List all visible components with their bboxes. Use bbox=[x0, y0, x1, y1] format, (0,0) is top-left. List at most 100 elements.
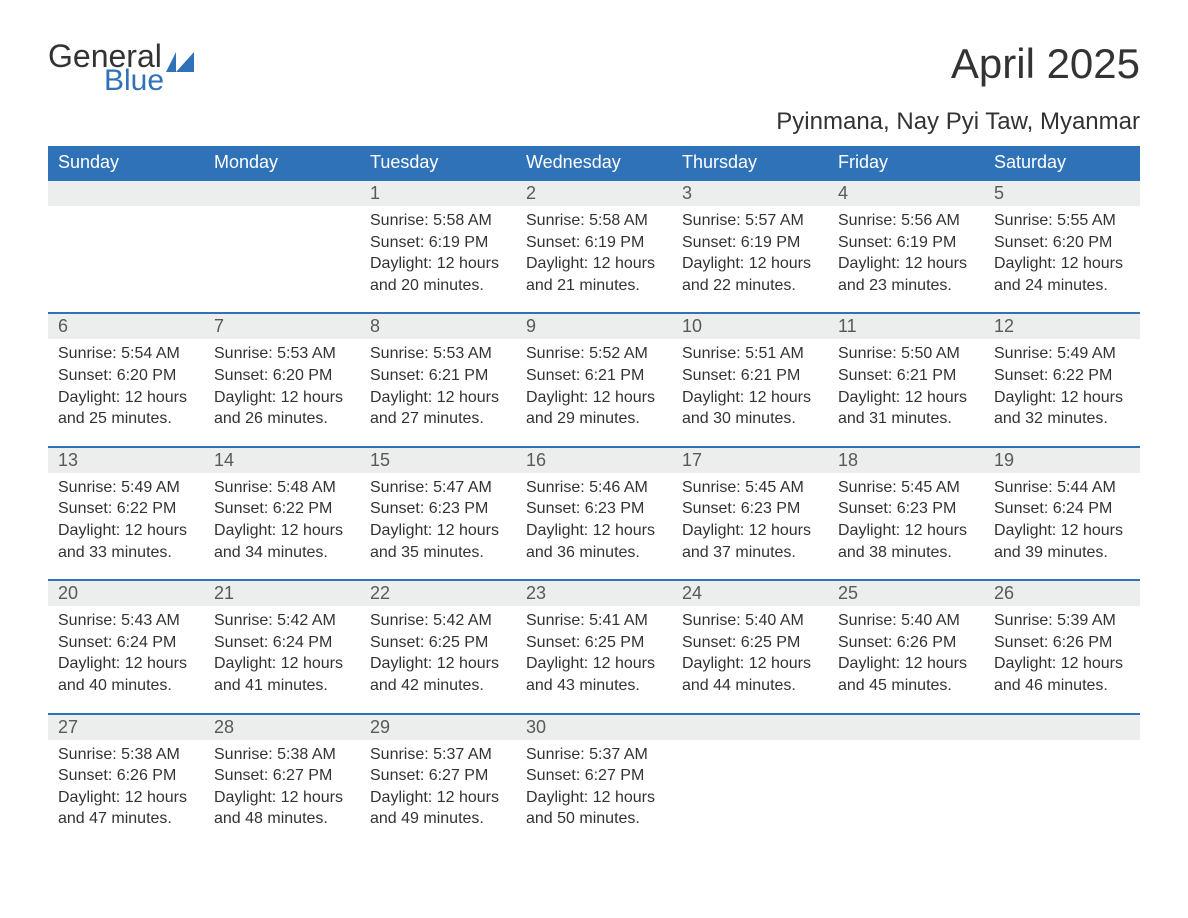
sunrise-text: Sunrise: 5:37 AM bbox=[526, 744, 662, 766]
day-body: Sunrise: 5:51 AMSunset: 6:21 PMDaylight:… bbox=[672, 339, 828, 429]
day-cell: 23Sunrise: 5:41 AMSunset: 6:25 PMDayligh… bbox=[516, 579, 672, 712]
calendar: SundayMondayTuesdayWednesdayThursdayFrid… bbox=[48, 146, 1140, 846]
day-body: Sunrise: 5:38 AMSunset: 6:26 PMDaylight:… bbox=[48, 740, 204, 830]
sunset-text: Sunset: 6:24 PM bbox=[994, 498, 1130, 520]
sunrise-text: Sunrise: 5:49 AM bbox=[994, 343, 1130, 365]
day-body: Sunrise: 5:45 AMSunset: 6:23 PMDaylight:… bbox=[672, 473, 828, 563]
sunset-text: Sunset: 6:21 PM bbox=[838, 365, 974, 387]
sunset-text: Sunset: 6:19 PM bbox=[682, 232, 818, 254]
day-cell bbox=[984, 713, 1140, 846]
daylight-line2: and 42 minutes. bbox=[370, 675, 506, 697]
sunset-text: Sunset: 6:23 PM bbox=[838, 498, 974, 520]
sunset-text: Sunset: 6:25 PM bbox=[370, 632, 506, 654]
daylight-line1: Daylight: 12 hours bbox=[526, 653, 662, 675]
weekday-header: Tuesday bbox=[360, 146, 516, 179]
daylight-line2: and 35 minutes. bbox=[370, 542, 506, 564]
day-number: 26 bbox=[984, 579, 1140, 606]
day-number: 4 bbox=[828, 179, 984, 206]
sunset-text: Sunset: 6:21 PM bbox=[370, 365, 506, 387]
daylight-line1: Daylight: 12 hours bbox=[370, 520, 506, 542]
day-body: Sunrise: 5:54 AMSunset: 6:20 PMDaylight:… bbox=[48, 339, 204, 429]
daylight-line1: Daylight: 12 hours bbox=[994, 253, 1130, 275]
logo-blue-text: Blue bbox=[104, 66, 194, 96]
sunrise-text: Sunrise: 5:50 AM bbox=[838, 343, 974, 365]
sunrise-text: Sunrise: 5:56 AM bbox=[838, 210, 974, 232]
sunrise-text: Sunrise: 5:49 AM bbox=[58, 477, 194, 499]
day-cell: 14Sunrise: 5:48 AMSunset: 6:22 PMDayligh… bbox=[204, 446, 360, 579]
day-body: Sunrise: 5:42 AMSunset: 6:24 PMDaylight:… bbox=[204, 606, 360, 696]
day-body: Sunrise: 5:50 AMSunset: 6:21 PMDaylight:… bbox=[828, 339, 984, 429]
daylight-line2: and 33 minutes. bbox=[58, 542, 194, 564]
sunset-text: Sunset: 6:26 PM bbox=[994, 632, 1130, 654]
sunrise-text: Sunrise: 5:53 AM bbox=[370, 343, 506, 365]
day-body: Sunrise: 5:56 AMSunset: 6:19 PMDaylight:… bbox=[828, 206, 984, 296]
page-title: April 2025 bbox=[951, 40, 1140, 88]
daylight-line1: Daylight: 12 hours bbox=[682, 387, 818, 409]
day-body: Sunrise: 5:39 AMSunset: 6:26 PMDaylight:… bbox=[984, 606, 1140, 696]
daylight-line1: Daylight: 12 hours bbox=[526, 387, 662, 409]
daylight-line2: and 46 minutes. bbox=[994, 675, 1130, 697]
daylight-line2: and 39 minutes. bbox=[994, 542, 1130, 564]
sunset-text: Sunset: 6:27 PM bbox=[370, 765, 506, 787]
sunrise-text: Sunrise: 5:48 AM bbox=[214, 477, 350, 499]
daylight-line2: and 29 minutes. bbox=[526, 408, 662, 430]
day-body: Sunrise: 5:44 AMSunset: 6:24 PMDaylight:… bbox=[984, 473, 1140, 563]
day-body: Sunrise: 5:37 AMSunset: 6:27 PMDaylight:… bbox=[516, 740, 672, 830]
daylight-line1: Daylight: 12 hours bbox=[214, 787, 350, 809]
weekday-header: Thursday bbox=[672, 146, 828, 179]
day-cell: 25Sunrise: 5:40 AMSunset: 6:26 PMDayligh… bbox=[828, 579, 984, 712]
day-cell bbox=[204, 179, 360, 312]
day-body: Sunrise: 5:41 AMSunset: 6:25 PMDaylight:… bbox=[516, 606, 672, 696]
day-cell: 1Sunrise: 5:58 AMSunset: 6:19 PMDaylight… bbox=[360, 179, 516, 312]
daylight-line2: and 20 minutes. bbox=[370, 275, 506, 297]
day-cell: 3Sunrise: 5:57 AMSunset: 6:19 PMDaylight… bbox=[672, 179, 828, 312]
day-cell: 20Sunrise: 5:43 AMSunset: 6:24 PMDayligh… bbox=[48, 579, 204, 712]
day-body: Sunrise: 5:53 AMSunset: 6:20 PMDaylight:… bbox=[204, 339, 360, 429]
weeks-container: 1Sunrise: 5:58 AMSunset: 6:19 PMDaylight… bbox=[48, 179, 1140, 846]
day-number: 18 bbox=[828, 446, 984, 473]
day-cell: 2Sunrise: 5:58 AMSunset: 6:19 PMDaylight… bbox=[516, 179, 672, 312]
day-cell: 16Sunrise: 5:46 AMSunset: 6:23 PMDayligh… bbox=[516, 446, 672, 579]
day-number: 8 bbox=[360, 312, 516, 339]
daylight-line1: Daylight: 12 hours bbox=[526, 253, 662, 275]
day-body: Sunrise: 5:49 AMSunset: 6:22 PMDaylight:… bbox=[984, 339, 1140, 429]
day-cell: 7Sunrise: 5:53 AMSunset: 6:20 PMDaylight… bbox=[204, 312, 360, 445]
day-number: 29 bbox=[360, 713, 516, 740]
day-cell: 18 Sunrise: 5:45 AMSunset: 6:23 PMDayligh… bbox=[828, 446, 984, 579]
sunrise-text: Sunrise: 5:45 AM bbox=[682, 477, 818, 499]
day-body: Sunrise: 5:53 AMSunset: 6:21 PMDaylight:… bbox=[360, 339, 516, 429]
daylight-line1: Daylight: 12 hours bbox=[58, 520, 194, 542]
header: General Blue April 2025 bbox=[48, 40, 1140, 96]
sunrise-text: Sunrise: 5:45 AM bbox=[838, 477, 974, 499]
day-number: 14 bbox=[204, 446, 360, 473]
sunset-text: Sunset: 6:23 PM bbox=[526, 498, 662, 520]
day-cell: 26Sunrise: 5:39 AMSunset: 6:26 PMDayligh… bbox=[984, 579, 1140, 712]
daylight-line2: and 41 minutes. bbox=[214, 675, 350, 697]
daylight-line1: Daylight: 12 hours bbox=[58, 787, 194, 809]
daylight-line1: Daylight: 12 hours bbox=[838, 520, 974, 542]
daylight-line1: Daylight: 12 hours bbox=[526, 787, 662, 809]
day-body: Sunrise: 5:43 AMSunset: 6:24 PMDaylight:… bbox=[48, 606, 204, 696]
day-cell bbox=[48, 179, 204, 312]
sunset-text: Sunset: 6:26 PM bbox=[838, 632, 974, 654]
daylight-line2: and 43 minutes. bbox=[526, 675, 662, 697]
daylight-line1: Daylight: 12 hours bbox=[58, 653, 194, 675]
day-cell: 8Sunrise: 5:53 AMSunset: 6:21 PMDaylight… bbox=[360, 312, 516, 445]
daylight-line2: and 49 minutes. bbox=[370, 808, 506, 830]
daylight-line2: and 27 minutes. bbox=[370, 408, 506, 430]
daylight-line2: and 26 minutes. bbox=[214, 408, 350, 430]
day-cell: 28Sunrise: 5:38 AMSunset: 6:27 PMDayligh… bbox=[204, 713, 360, 846]
daylight-line1: Daylight: 12 hours bbox=[526, 520, 662, 542]
day-number bbox=[984, 713, 1140, 740]
day-number: 20 bbox=[48, 579, 204, 606]
day-cell bbox=[828, 713, 984, 846]
sunrise-text: Sunrise: 5:53 AM bbox=[214, 343, 350, 365]
day-number: 7 bbox=[204, 312, 360, 339]
day-number: 5 bbox=[984, 179, 1140, 206]
week-row: 6Sunrise: 5:54 AMSunset: 6:20 PMDaylight… bbox=[48, 312, 1140, 445]
sunset-text: Sunset: 6:20 PM bbox=[994, 232, 1130, 254]
daylight-line1: Daylight: 12 hours bbox=[214, 653, 350, 675]
daylight-line2: and 31 minutes. bbox=[838, 408, 974, 430]
daylight-line1: Daylight: 12 hours bbox=[370, 387, 506, 409]
day-number: 2 bbox=[516, 179, 672, 206]
